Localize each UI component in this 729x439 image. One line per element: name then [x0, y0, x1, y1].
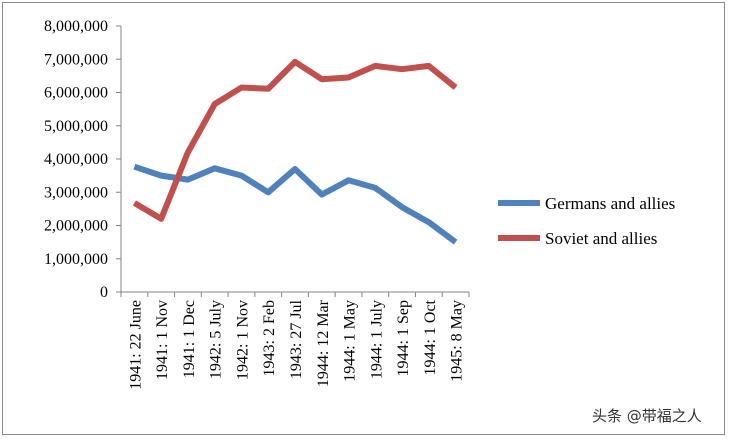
x-tick-label: 1944: 12 Mar	[315, 299, 332, 387]
series-line	[132, 58, 458, 222]
y-tick-label: 0	[100, 284, 108, 301]
x-tick-label: 1942: 5 July	[208, 300, 225, 379]
watermark-text: 头条 @带福之人	[592, 407, 702, 425]
y-tick-label: 1,000,000	[44, 251, 108, 268]
y-tick-label: 6,000,000	[44, 85, 108, 102]
series-lines	[132, 58, 458, 245]
y-tick-label: 8,000,000	[44, 18, 108, 35]
x-tick-label: 1941: 22 June	[127, 300, 144, 390]
y-axis-ticks: 0 1,000,000 2,000,000 3,000,000 4,000,000 5,0…	[44, 18, 121, 301]
x-tick-label: 1941: 1 Nov	[154, 300, 171, 380]
legend-label: Germans and allies	[545, 194, 675, 213]
legend-label: Soviet and allies	[545, 229, 657, 248]
x-tick-label: 1944: 1 July	[368, 300, 385, 379]
x-tick-label: 1942: 1 Nov	[234, 300, 251, 380]
x-tick-label: 1945: 8 May	[449, 300, 466, 382]
x-tick-label: 1944: 1 Sep	[395, 300, 412, 376]
y-tick-label: 5,000,000	[44, 118, 108, 135]
series-line	[133, 163, 458, 245]
x-axis-ticks: 1941: 22 June 1941: 1 Nov 1941: 1 Dec 1942:…	[120, 292, 470, 390]
y-tick-label: 2,000,000	[44, 218, 108, 235]
y-tick-label: 7,000,000	[44, 51, 108, 68]
y-tick-label: 3,000,000	[44, 184, 108, 201]
x-tick-label: 1943: 2 Feb	[261, 300, 278, 376]
legend: Germans and allies Soviet and allies	[498, 194, 675, 248]
y-tick-label: 4,000,000	[44, 151, 108, 168]
x-tick-label: 1943: 27 Jul	[288, 299, 305, 379]
x-tick-label: 1944: 1 May	[342, 300, 359, 382]
x-tick-label: 1944: 1 Oct	[422, 299, 439, 375]
axes	[120, 26, 469, 293]
x-tick-label: 1941: 1 Dec	[181, 300, 198, 378]
